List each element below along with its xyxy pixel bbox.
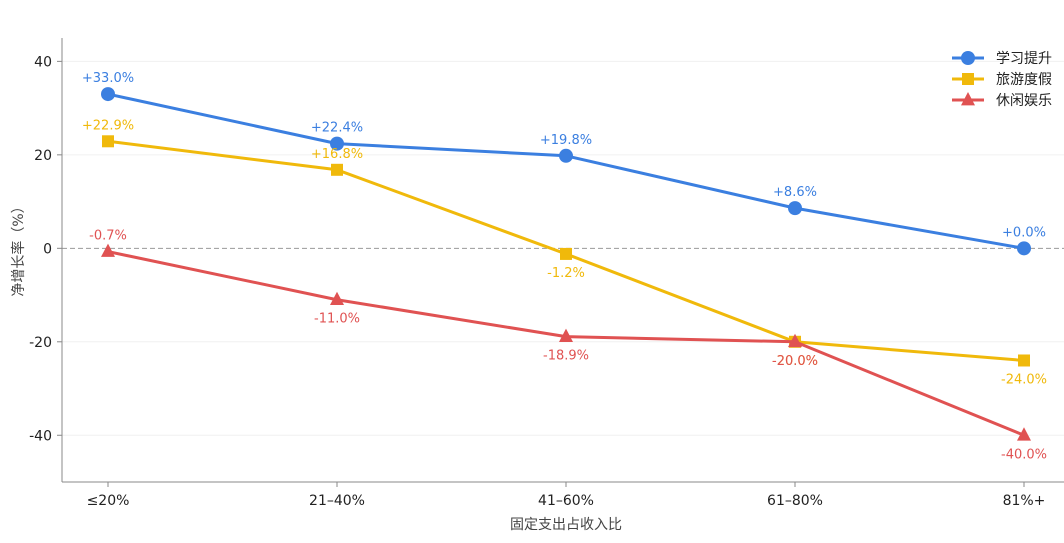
data-label: -20.0% bbox=[772, 354, 818, 369]
y-axis-title: 净增长率（%） bbox=[10, 199, 27, 296]
data-label: +0.0% bbox=[1002, 225, 1046, 240]
y-tick-label: -20 bbox=[29, 335, 52, 351]
x-tick-label: ≤20% bbox=[87, 493, 130, 509]
data-label: -11.0% bbox=[314, 312, 360, 327]
data-label: +22.4% bbox=[311, 121, 363, 136]
data-point-marker bbox=[1017, 241, 1031, 256]
x-tick-label: 21–40% bbox=[309, 493, 365, 509]
y-tick-label: 40 bbox=[34, 54, 52, 70]
data-point-marker bbox=[102, 135, 114, 148]
triangle-legend-icon bbox=[961, 92, 975, 106]
square-legend-icon bbox=[962, 73, 974, 85]
legend-label: 旅游度假 bbox=[996, 72, 1052, 88]
data-point-marker bbox=[330, 291, 344, 306]
data-label: +33.0% bbox=[82, 71, 134, 86]
data-point-marker bbox=[1017, 427, 1031, 441]
data-label: +8.6% bbox=[773, 185, 817, 200]
data-point-marker bbox=[559, 328, 573, 342]
legend-item: 学习提升 bbox=[952, 51, 1052, 67]
y-tick-label: 20 bbox=[34, 148, 52, 164]
data-label: +16.8% bbox=[311, 147, 363, 162]
data-label: -40.0% bbox=[1001, 447, 1047, 462]
data-point-marker bbox=[101, 243, 115, 257]
legend-label: 休闲娱乐 bbox=[996, 93, 1052, 109]
data-point-marker bbox=[788, 333, 802, 348]
x-tick-label: 81%+ bbox=[1003, 493, 1046, 509]
x-tick-label: 61–80% bbox=[767, 493, 823, 509]
legend-item: 旅游度假 bbox=[952, 72, 1052, 88]
y-tick-label: -40 bbox=[29, 428, 52, 444]
data-point-marker bbox=[101, 87, 115, 102]
data-label: +22.9% bbox=[82, 118, 134, 133]
data-label: -18.9% bbox=[543, 349, 589, 364]
data-label: -24.0% bbox=[1001, 372, 1047, 387]
data-point-marker bbox=[788, 201, 802, 216]
data-label: -20.0% bbox=[772, 354, 818, 369]
x-tick-label: 41–60% bbox=[538, 493, 594, 509]
data-point-marker bbox=[560, 247, 572, 260]
series-line bbox=[106, 92, 1026, 250]
data-label: +19.8% bbox=[540, 133, 592, 148]
series-layer bbox=[101, 87, 1031, 441]
data-label: -1.2% bbox=[547, 266, 585, 281]
data-point-marker bbox=[331, 163, 343, 176]
legend-label: 学习提升 bbox=[996, 51, 1052, 67]
y-tick-label: 0 bbox=[43, 241, 52, 257]
circle-legend-icon bbox=[961, 51, 975, 65]
series-1 bbox=[101, 87, 1031, 256]
x-axis-title: 固定支出占收入比 bbox=[510, 517, 622, 533]
legend-item: 休闲娱乐 bbox=[952, 92, 1052, 109]
data-point-marker bbox=[1018, 354, 1030, 367]
axes-layer: 40 20 0 -20 -40 ≤20% 21–40% 41–60% 61–80% 81%+ bbox=[29, 38, 1064, 509]
data-label: -0.7% bbox=[89, 229, 127, 244]
data-point-marker bbox=[330, 136, 344, 151]
data-point-marker bbox=[559, 148, 573, 163]
labels-layer: +33.0% +22.4% +19.8% +8.6% +0.0% +22.9% +16.8%… bbox=[82, 71, 1047, 462]
series-3 bbox=[101, 243, 1031, 441]
